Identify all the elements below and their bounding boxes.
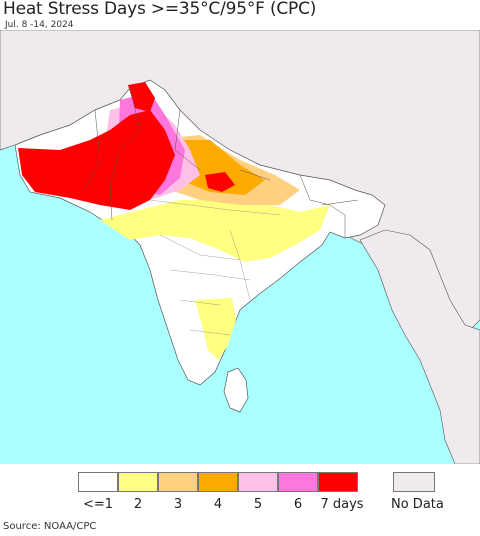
sri-lanka — [223, 367, 249, 413]
map-date-range: Jul. 8 -14, 2024 — [5, 20, 74, 30]
border-lines — [84, 87, 359, 238]
legend-label-7: 7 days — [320, 497, 364, 512]
legend-swatch-3 — [158, 472, 198, 492]
zone-2-east-coast — [195, 298, 236, 360]
zone-7-days-north — [128, 82, 155, 112]
legend-label-no-data: No Data — [391, 497, 444, 512]
zone-7-days-west — [18, 110, 175, 210]
legend-swatch-1 — [78, 472, 118, 492]
zone-4-days — [170, 140, 265, 195]
legend-label-2: 2 — [133, 497, 143, 512]
legend-swatch-no-data — [393, 472, 435, 492]
map-title: Heat Stress Days >=35°C/95°F (CPC) — [3, 0, 317, 19]
legend-swatch-7 — [318, 472, 358, 492]
legend-swatch-4 — [198, 472, 238, 492]
legend-label-5: 5 — [253, 497, 263, 512]
legend-swatch-2 — [118, 472, 158, 492]
zone-7-days-spot — [205, 172, 235, 192]
legend-label-3: 3 — [173, 497, 183, 512]
legend-label-1: <=1 — [82, 497, 114, 512]
source-credit: Source: NOAA/CPC — [3, 521, 97, 532]
zone-2-days — [100, 200, 330, 262]
legend-label-6: 6 — [293, 497, 303, 512]
legend-swatch-5 — [238, 472, 278, 492]
legend-label-4: 4 — [213, 497, 223, 512]
south-asia-map — [0, 30, 480, 464]
legend-swatch-6 — [278, 472, 318, 492]
state-border-lines — [149, 199, 281, 336]
land-southeast — [359, 229, 480, 464]
